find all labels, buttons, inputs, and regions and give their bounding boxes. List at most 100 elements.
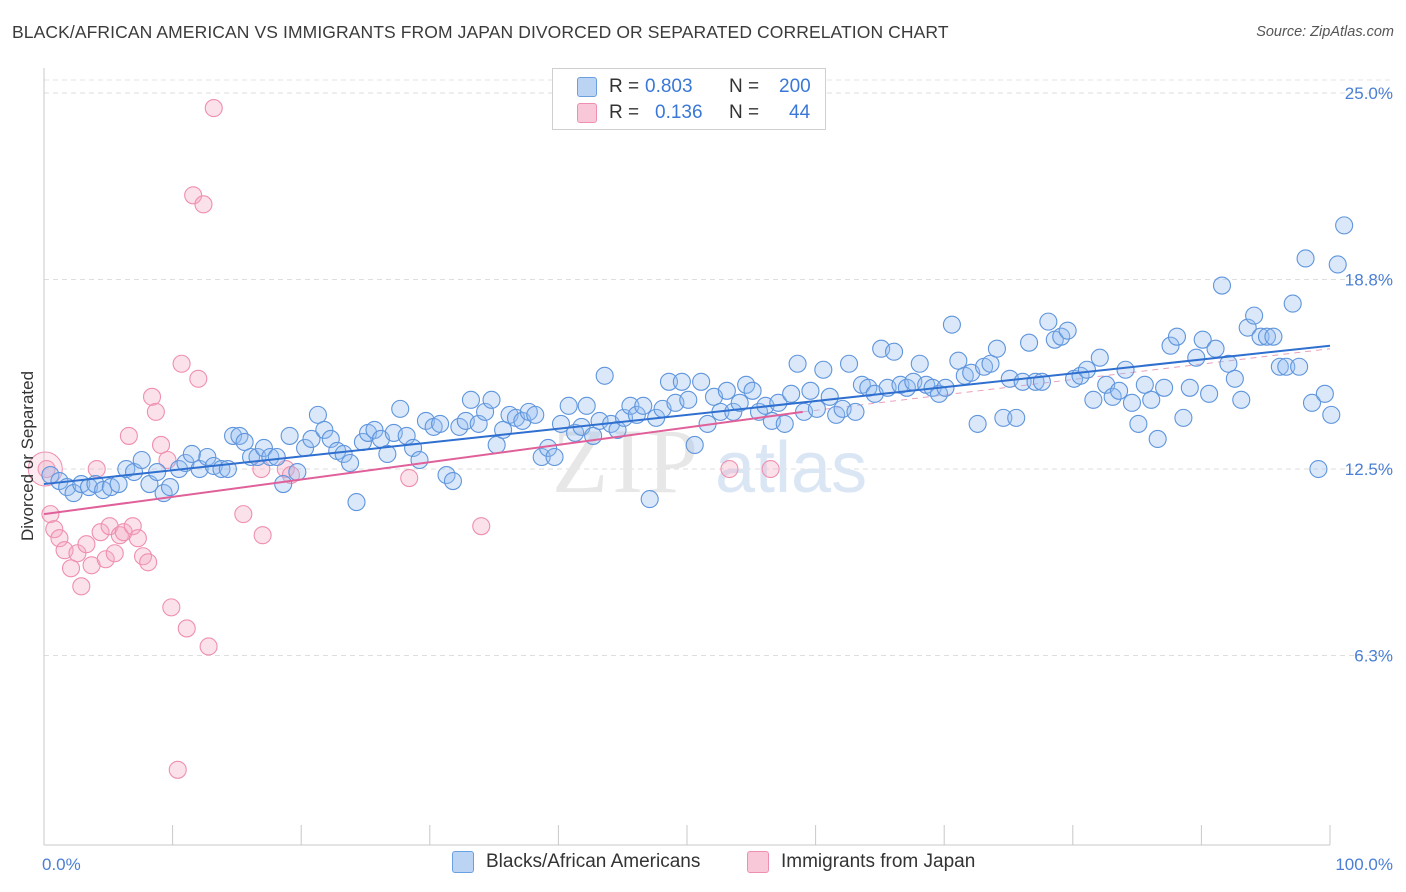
tick-labels: 6.3% 12.5% 18.8% 25.0% 0.0% 100.0% xyxy=(42,84,1393,874)
data-point-blacks xyxy=(1193,330,1212,349)
legend-r-value: 0.803 xyxy=(645,76,693,97)
data-point-blacks xyxy=(659,372,679,391)
data-point-blacks xyxy=(1245,306,1264,325)
data-point-blacks xyxy=(1148,429,1167,448)
data-point-blacks xyxy=(775,414,794,433)
data-point-blacks xyxy=(341,453,360,473)
legend-item-blacks[interactable]: Blacks/African Americans xyxy=(452,851,700,873)
data-point-blacks xyxy=(769,393,788,412)
data-point-blacks xyxy=(634,396,653,415)
data-point-blacks xyxy=(1270,357,1289,376)
data-point-japan xyxy=(91,523,110,542)
data-point-blacks xyxy=(365,420,384,439)
x-tick-label: 100.0% xyxy=(1335,855,1393,874)
data-point-japan xyxy=(472,517,491,536)
data-point-blacks xyxy=(692,372,711,391)
data-point-blacks xyxy=(235,432,254,451)
data-point-blacks xyxy=(743,381,762,400)
data-point-blacks xyxy=(1039,312,1058,331)
grid-lines xyxy=(44,79,1392,657)
data-point-japan xyxy=(162,598,181,617)
data-point-blacks xyxy=(482,390,501,409)
data-point-blacks xyxy=(730,393,749,412)
legend-swatch-japan xyxy=(747,851,769,873)
data-point-japan xyxy=(27,451,63,487)
data-point-japan xyxy=(72,577,91,596)
data-point-japan xyxy=(720,459,739,479)
data-point-blacks xyxy=(532,447,551,467)
data-point-blacks xyxy=(267,447,286,467)
data-point-japan xyxy=(400,468,419,488)
data-point-blacks xyxy=(782,384,801,403)
data-point-blacks xyxy=(621,396,640,415)
trend-extension-japan xyxy=(802,348,1331,413)
data-point-blacks xyxy=(1180,378,1199,397)
data-point-blacks xyxy=(487,435,506,455)
series-legend: Blacks/African Americans Immigrants from… xyxy=(0,851,1406,877)
data-point-blacks xyxy=(968,414,987,433)
y-tick-label: 6.3% xyxy=(1354,647,1393,666)
data-point-blacks xyxy=(1167,327,1187,346)
legend-r-label: R = xyxy=(609,102,640,123)
data-point-blacks xyxy=(302,429,321,448)
legend-n-label: N = xyxy=(729,76,760,97)
data-point-blacks xyxy=(1129,414,1148,433)
trend-line-blacks xyxy=(43,344,1331,486)
legend-row-blacks: R = 0.803 N = 200 xyxy=(577,76,811,98)
data-point-japan xyxy=(184,186,203,205)
data-point-blacks xyxy=(308,405,327,424)
data-point-japan xyxy=(105,544,124,563)
data-point-blacks xyxy=(1335,216,1354,235)
data-point-japan xyxy=(151,435,171,455)
data-point-blacks xyxy=(1077,360,1096,379)
data-point-japan xyxy=(172,354,191,373)
data-point-blacks xyxy=(717,381,736,400)
data-point-blacks xyxy=(595,366,614,385)
data-point-blacks xyxy=(1084,390,1103,409)
axes xyxy=(43,68,1331,846)
data-point-japan xyxy=(119,426,138,445)
data-point-blacks xyxy=(987,339,1006,358)
data-point-blacks xyxy=(347,493,366,512)
data-point-blacks xyxy=(1257,327,1277,346)
data-point-japan xyxy=(194,195,213,214)
trend-lines xyxy=(802,348,1331,413)
data-point-blacks xyxy=(801,381,820,400)
data-point-blacks xyxy=(672,372,691,391)
data-point-blacks xyxy=(884,342,904,361)
data-point-japan xyxy=(77,535,96,554)
data-point-blacks xyxy=(182,444,201,464)
data-point-blacks xyxy=(814,360,833,379)
data-point-blacks xyxy=(261,447,280,467)
data-point-blacks xyxy=(1328,255,1347,274)
legend-label-blacks: Blacks/African Americans xyxy=(486,851,701,872)
legend-item-japan[interactable]: Immigrants from Japan xyxy=(747,851,975,873)
chart-title: BLACK/AFRICAN AMERICAN VS IMMIGRANTS FRO… xyxy=(12,22,949,42)
y-tick-label: 12.5% xyxy=(1345,460,1393,479)
data-point-blacks xyxy=(1020,333,1039,352)
data-point-blacks xyxy=(685,435,704,455)
data-point-blacks xyxy=(981,354,1000,373)
data-point-blacks xyxy=(1322,405,1341,424)
legend-n-label: N = xyxy=(729,102,760,123)
y-tick-label: 18.8% xyxy=(1345,271,1393,290)
data-point-japan xyxy=(133,547,153,566)
data-point-blacks xyxy=(1174,408,1193,427)
legend-swatch-blue xyxy=(577,77,597,97)
data-point-blacks xyxy=(1187,348,1206,367)
data-point-japan xyxy=(96,550,115,569)
data-point-blacks xyxy=(1264,327,1283,346)
data-point-blacks xyxy=(132,450,151,470)
data-point-blacks xyxy=(1212,276,1232,295)
data-point-japan xyxy=(139,553,158,572)
data-point-blacks xyxy=(1296,249,1315,268)
data-point-blacks xyxy=(288,462,307,482)
data-point-blacks xyxy=(391,399,410,418)
data-point-blacks xyxy=(1290,357,1309,376)
data-point-blacks xyxy=(1283,294,1302,313)
data-point-japan xyxy=(276,459,295,479)
data-point-blacks xyxy=(1161,336,1180,355)
data-point-blacks xyxy=(1219,354,1238,373)
data-point-blacks xyxy=(839,354,859,373)
